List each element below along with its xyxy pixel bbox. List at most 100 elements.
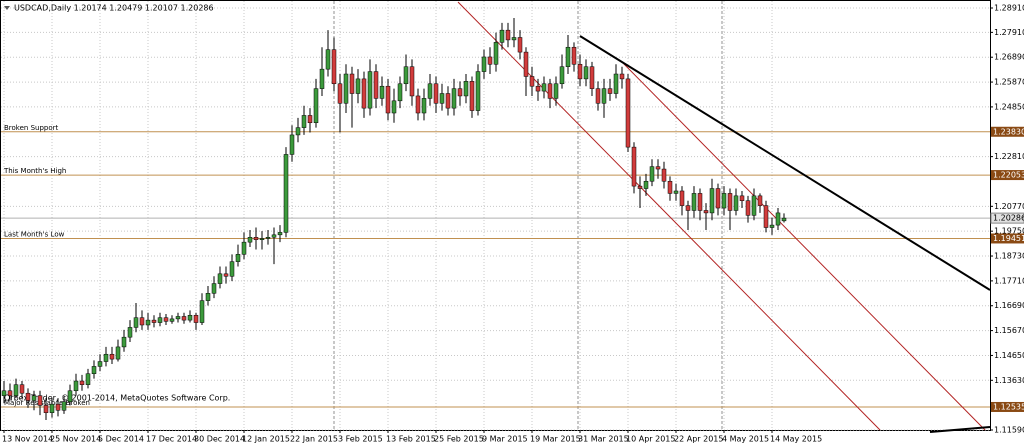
candle-body (229, 261, 235, 277)
candle-body (505, 29, 511, 41)
candle-body (769, 224, 775, 228)
level-box (991, 233, 1024, 244)
candle-body (211, 283, 217, 294)
x-tick-label: 14 May 2015 (770, 435, 822, 444)
candle-body (577, 64, 583, 80)
candle-body (415, 95, 421, 114)
candle-body (163, 317, 169, 322)
candle-body (307, 115, 313, 124)
candle-body (727, 193, 733, 211)
candle-body (655, 166, 661, 170)
candle-body (187, 314, 193, 321)
candle-body (43, 405, 49, 413)
x-tick-label: 25 Feb 2015 (434, 435, 484, 444)
candle-body (529, 76, 535, 87)
candle-body (535, 85, 541, 92)
candle-body (145, 319, 151, 326)
candle-body (271, 234, 277, 238)
level-price: 1.23830 (993, 127, 1024, 136)
candle-body (127, 327, 133, 338)
x-tick-label: 3 Feb 2015 (338, 435, 383, 444)
candle-body (67, 390, 73, 402)
candle-body (61, 401, 67, 411)
candle-body (103, 353, 109, 362)
trend-line (579, 35, 991, 291)
candle-body (7, 390, 13, 396)
candle-body (31, 395, 37, 401)
x-tick-label: 13 Feb 2015 (386, 435, 436, 444)
candle-body (481, 56, 487, 72)
candle-body (565, 46, 571, 67)
candle-body (583, 66, 589, 80)
candle-body (601, 88, 607, 104)
x-tick-label: 4 May 2015 (722, 435, 769, 444)
candle-body (433, 83, 439, 104)
candle-body (571, 46, 577, 65)
y-tick-label: 1.22810 (994, 152, 1024, 161)
candle-body (517, 37, 523, 53)
candle-body (175, 316, 181, 320)
candle-body (133, 317, 139, 328)
channel-line (621, 61, 986, 431)
trend-line (929, 426, 991, 433)
candle-body (277, 232, 283, 236)
x-tick-label: 12 Jan 2015 (242, 435, 290, 444)
level-price: 1.22053 (993, 171, 1024, 180)
candle-body (331, 49, 337, 85)
candle-body (511, 37, 517, 41)
y-tick-label: 1.11590 (994, 426, 1024, 435)
candle-body (751, 195, 757, 216)
candle-body (661, 168, 667, 182)
x-tick-label: 5 Dec 2014 (98, 435, 144, 444)
price-label: 1.20286 (993, 214, 1024, 223)
level-price: 1.19451 (993, 234, 1024, 243)
candle-body (619, 73, 625, 80)
level-name: This Month's High (3, 167, 66, 175)
candle-body (391, 100, 397, 114)
candle-body (37, 395, 43, 406)
candle-body (325, 49, 331, 70)
candle-body (151, 319, 157, 323)
candle-body (643, 180, 649, 189)
candle-body (781, 217, 787, 222)
x-tick-label: 17 Dec 2014 (146, 435, 197, 444)
y-tick-label: 1.26890 (994, 53, 1024, 62)
candle-body (427, 83, 433, 99)
candle-body (373, 71, 379, 99)
candle-body (85, 373, 91, 385)
candle-body (379, 85, 385, 99)
candle-body (319, 68, 325, 89)
candle-body (139, 317, 145, 326)
candle-body (685, 205, 691, 211)
candle-body (757, 195, 763, 206)
y-tick-label: 1.24850 (994, 102, 1024, 111)
candle-body (313, 88, 319, 124)
x-tick-label: 31 Mar 2015 (578, 435, 629, 444)
candle-body (181, 316, 187, 321)
candle-body (259, 238, 265, 240)
level-box (991, 170, 1024, 181)
channel-line (457, 1, 881, 431)
candle-body (289, 134, 295, 155)
candle-body (463, 81, 469, 97)
y-tick-label: 1.19750 (994, 227, 1024, 236)
candle-body (439, 93, 445, 104)
candle-body (205, 293, 211, 301)
candle-body (523, 51, 529, 77)
x-tick-label: 9 Mar 2015 (482, 435, 528, 444)
candle-body (697, 193, 703, 211)
candle-body (637, 185, 643, 189)
candle-body (337, 83, 343, 104)
price-box (990, 212, 1024, 224)
x-tick-label: 13 Nov 2014 (2, 435, 53, 444)
candle-body (1, 390, 7, 396)
candle-body (721, 193, 727, 209)
candle-body (13, 384, 19, 396)
candle-body (235, 254, 241, 262)
y-tick-label: 1.15670 (994, 326, 1024, 335)
candle-body (475, 71, 481, 111)
candle-body (541, 83, 547, 92)
y-tick-label: 1.17710 (994, 276, 1024, 285)
candle-body (409, 66, 415, 97)
candle-body (385, 85, 391, 114)
